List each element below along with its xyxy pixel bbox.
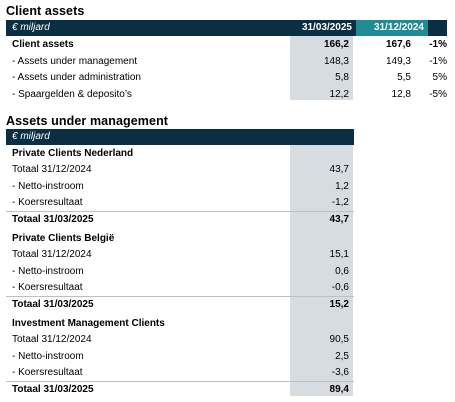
aum-row: - Netto-instroom 0,6 xyxy=(0,264,445,280)
aum-row: - Netto-instroom 2,5 xyxy=(0,349,445,365)
client-assets-row: - Assets under administration 5,8 5,5 5% xyxy=(0,70,447,86)
row-label: Totaal 31/03/2025 xyxy=(12,298,94,310)
client-assets-title: Client assets xyxy=(6,4,85,18)
value-2025: 12,2 xyxy=(329,88,349,100)
row-value: 0,6 xyxy=(335,265,349,277)
row-value: 89,4 xyxy=(329,383,349,395)
change-percent: -5% xyxy=(429,88,447,100)
aum-header-bar: € miljard xyxy=(6,129,354,145)
client-assets-row: - Assets under management 148,3 149,3 -1% xyxy=(0,54,447,70)
row-value: 90,5 xyxy=(329,334,349,346)
client-assets-row: - Spaargelden & deposito’s 12,2 12,8 -5% xyxy=(0,87,447,103)
total-rule xyxy=(6,380,354,382)
row-value: 43,7 xyxy=(329,213,349,225)
change-percent: -1% xyxy=(429,55,447,67)
client-assets-col-2025-header: 31/03/2025 xyxy=(301,22,352,33)
value-2025: 166,2 xyxy=(323,39,349,50)
aum-row: Totaal 31/12/2024 15,1 xyxy=(0,247,445,263)
aum-title: Assets under management xyxy=(6,114,169,128)
aum-row: - Koersresultaat -3,6 xyxy=(0,365,445,381)
row-value: 43,7 xyxy=(329,164,349,176)
value-2025: 5,8 xyxy=(335,72,349,83)
value-2024: 12,8 xyxy=(391,88,411,100)
row-label: - Netto-instroom xyxy=(12,265,84,277)
row-value: 15,2 xyxy=(329,298,349,310)
aum-row: Totaal 31/12/2024 90,5 xyxy=(0,332,445,348)
row-label: Totaal 31/03/2025 xyxy=(12,213,94,225)
aum-row: - Netto-instroom 1,2 xyxy=(0,179,445,195)
aum-row: Totaal 31/03/2025 89,4 xyxy=(0,382,445,398)
row-label: - Assets under administration xyxy=(12,72,141,83)
total-rule xyxy=(6,295,354,297)
client-assets-col-2024-header: 31/12/2024 xyxy=(356,20,428,36)
value-2024: 167,6 xyxy=(385,39,411,50)
row-label: Totaal 31/12/2024 xyxy=(12,249,92,261)
row-label: - Assets under management xyxy=(12,55,138,67)
aum-row: Totaal 31/12/2024 43,7 xyxy=(0,162,445,178)
row-label: - Spaargelden & deposito’s xyxy=(12,88,132,100)
row-label: - Netto-instroom xyxy=(12,180,84,192)
row-label: - Koersresultaat xyxy=(12,197,83,209)
row-label: Client assets xyxy=(12,39,74,50)
row-label: - Koersresultaat xyxy=(12,367,83,379)
value-2025: 148,3 xyxy=(323,55,349,67)
row-label: - Koersresultaat xyxy=(12,282,83,294)
client-assets-highlight-column xyxy=(290,36,353,100)
aum-row: Totaal 31/03/2025 43,7 xyxy=(0,212,445,228)
row-label: Totaal 31/12/2024 xyxy=(12,164,92,176)
row-label: Totaal 31/03/2025 xyxy=(12,383,94,395)
client-assets-header-bar: € miljard 31/03/2025 31/12/2024 xyxy=(6,20,447,36)
aum-row: - Koersresultaat -1,2 xyxy=(0,195,445,211)
section-heading-label: Private Clients België xyxy=(12,233,115,244)
aum-section-heading: Investment Management Clients xyxy=(0,316,445,332)
row-label: Totaal 31/12/2024 xyxy=(12,334,92,346)
section-heading-label: Private Clients Nederland xyxy=(12,148,134,159)
row-value: 1,2 xyxy=(335,180,349,192)
aum-section-heading: Private Clients België xyxy=(0,231,445,247)
aum-row: Totaal 31/03/2025 15,2 xyxy=(0,297,445,313)
aum-row: - Koersresultaat -0,6 xyxy=(0,280,445,296)
section-heading-label: Investment Management Clients xyxy=(12,318,165,329)
total-rule xyxy=(6,210,354,212)
client-assets-row: Client assets 166,2 167,6 -1% xyxy=(0,37,447,53)
aum-unit: € miljard xyxy=(12,131,50,142)
row-value: -1,2 xyxy=(331,197,349,209)
change-percent: 5% xyxy=(432,72,447,83)
row-label: - Netto-instroom xyxy=(12,350,84,362)
change-percent: -1% xyxy=(429,39,447,50)
value-2024: 149,3 xyxy=(385,55,411,67)
client-assets-unit: € miljard xyxy=(12,22,50,33)
aum-section-heading: Private Clients Nederland xyxy=(0,146,445,162)
row-value: 15,1 xyxy=(329,249,349,261)
row-value: -0,6 xyxy=(331,282,349,294)
row-value: -3,6 xyxy=(331,367,349,379)
row-value: 2,5 xyxy=(335,350,349,362)
aum-highlight-column xyxy=(290,145,353,396)
value-2024: 5,5 xyxy=(397,72,411,83)
